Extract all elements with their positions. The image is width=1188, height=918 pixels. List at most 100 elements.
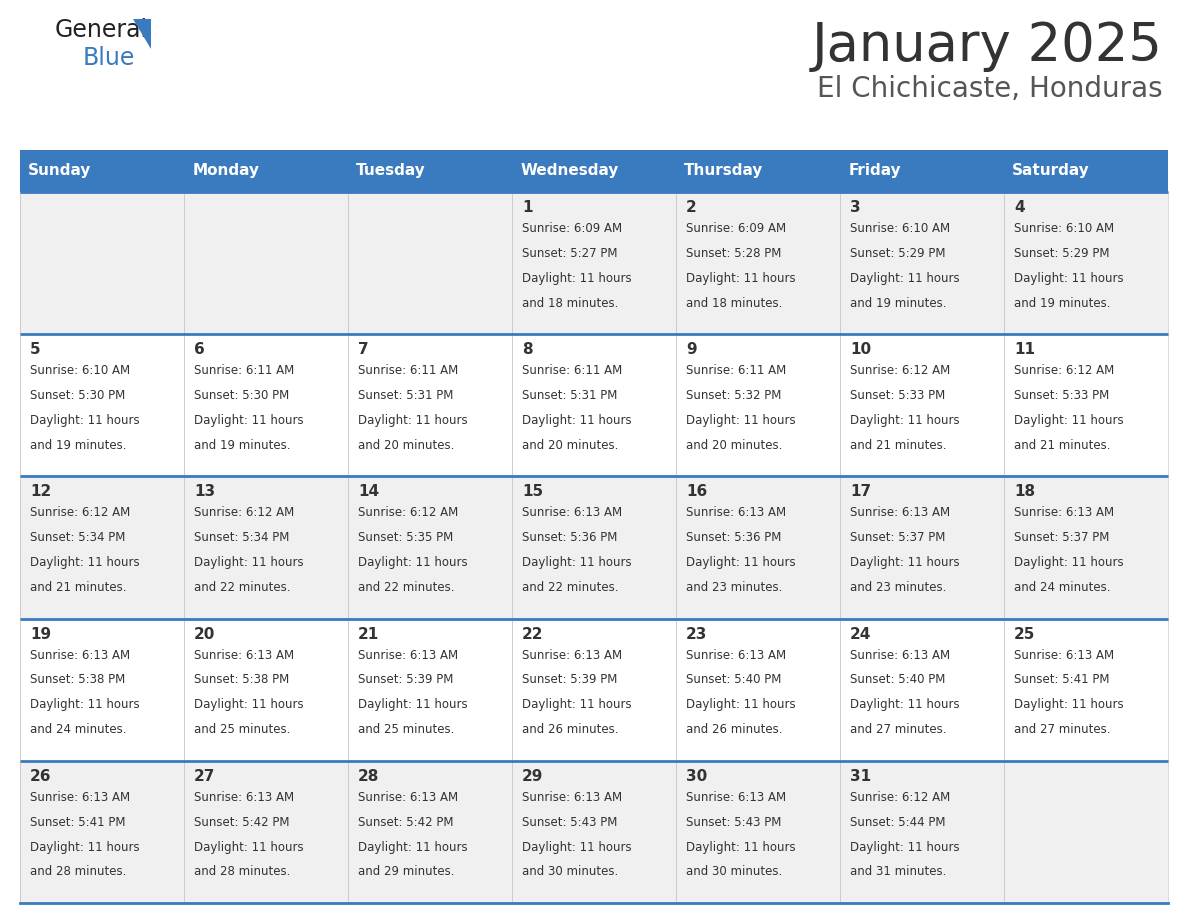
Text: Blue: Blue bbox=[83, 46, 135, 70]
Text: El Chichicaste, Honduras: El Chichicaste, Honduras bbox=[817, 75, 1163, 103]
Text: and 23 minutes.: and 23 minutes. bbox=[685, 581, 782, 594]
Bar bbox=[676, 619, 840, 761]
Text: and 24 minutes.: and 24 minutes. bbox=[30, 723, 126, 736]
Text: Sunset: 5:40 PM: Sunset: 5:40 PM bbox=[849, 674, 946, 687]
Text: Sunrise: 6:10 AM: Sunrise: 6:10 AM bbox=[849, 222, 950, 235]
Text: 22: 22 bbox=[522, 627, 543, 642]
Text: Daylight: 11 hours: Daylight: 11 hours bbox=[194, 556, 303, 569]
Text: Daylight: 11 hours: Daylight: 11 hours bbox=[358, 699, 467, 711]
Text: Sunrise: 6:13 AM: Sunrise: 6:13 AM bbox=[194, 790, 293, 804]
Text: and 27 minutes.: and 27 minutes. bbox=[849, 723, 947, 736]
Text: Sunset: 5:42 PM: Sunset: 5:42 PM bbox=[358, 816, 454, 829]
Text: Daylight: 11 hours: Daylight: 11 hours bbox=[30, 841, 139, 854]
Text: Daylight: 11 hours: Daylight: 11 hours bbox=[30, 414, 139, 427]
Text: Sunset: 5:43 PM: Sunset: 5:43 PM bbox=[685, 816, 782, 829]
Text: Tuesday: Tuesday bbox=[356, 163, 426, 178]
Text: Sunset: 5:41 PM: Sunset: 5:41 PM bbox=[30, 816, 126, 829]
Text: Sunrise: 6:12 AM: Sunrise: 6:12 AM bbox=[849, 790, 950, 804]
Text: Sunrise: 6:13 AM: Sunrise: 6:13 AM bbox=[849, 507, 950, 520]
Bar bbox=[20, 192, 184, 334]
Bar bbox=[1004, 476, 1168, 619]
Text: 20: 20 bbox=[194, 627, 215, 642]
Text: Saturday: Saturday bbox=[1012, 163, 1089, 178]
Bar bbox=[676, 150, 840, 192]
Text: Sunset: 5:38 PM: Sunset: 5:38 PM bbox=[30, 674, 125, 687]
Bar bbox=[20, 150, 184, 192]
Text: Daylight: 11 hours: Daylight: 11 hours bbox=[849, 841, 960, 854]
Text: Sunset: 5:37 PM: Sunset: 5:37 PM bbox=[1013, 532, 1110, 544]
Text: Daylight: 11 hours: Daylight: 11 hours bbox=[685, 272, 796, 285]
Text: 2: 2 bbox=[685, 200, 696, 215]
Text: Daylight: 11 hours: Daylight: 11 hours bbox=[685, 699, 796, 711]
Text: and 19 minutes.: and 19 minutes. bbox=[30, 439, 126, 452]
Text: Daylight: 11 hours: Daylight: 11 hours bbox=[849, 272, 960, 285]
Text: Sunset: 5:41 PM: Sunset: 5:41 PM bbox=[1013, 674, 1110, 687]
Text: Sunrise: 6:12 AM: Sunrise: 6:12 AM bbox=[194, 507, 295, 520]
Text: Sunset: 5:43 PM: Sunset: 5:43 PM bbox=[522, 816, 618, 829]
Text: and 31 minutes.: and 31 minutes. bbox=[849, 866, 946, 879]
Text: Sunset: 5:44 PM: Sunset: 5:44 PM bbox=[849, 816, 946, 829]
Text: 13: 13 bbox=[194, 485, 215, 499]
Bar bbox=[348, 334, 512, 476]
Text: 29: 29 bbox=[522, 768, 543, 784]
Text: 23: 23 bbox=[685, 627, 707, 642]
Bar bbox=[184, 619, 348, 761]
Text: Daylight: 11 hours: Daylight: 11 hours bbox=[1013, 272, 1124, 285]
Bar bbox=[348, 192, 512, 334]
Text: and 29 minutes.: and 29 minutes. bbox=[358, 866, 454, 879]
Text: January 2025: January 2025 bbox=[813, 20, 1163, 72]
Text: and 30 minutes.: and 30 minutes. bbox=[522, 866, 618, 879]
Bar bbox=[512, 476, 676, 619]
Text: Daylight: 11 hours: Daylight: 11 hours bbox=[30, 699, 139, 711]
Bar bbox=[512, 192, 676, 334]
Text: and 20 minutes.: and 20 minutes. bbox=[522, 439, 618, 452]
Bar bbox=[184, 150, 348, 192]
Text: 15: 15 bbox=[522, 485, 543, 499]
Text: Sunrise: 6:13 AM: Sunrise: 6:13 AM bbox=[30, 649, 129, 662]
Text: 7: 7 bbox=[358, 342, 368, 357]
Text: 4: 4 bbox=[1013, 200, 1024, 215]
Text: and 18 minutes.: and 18 minutes. bbox=[685, 297, 782, 309]
Text: Sunrise: 6:11 AM: Sunrise: 6:11 AM bbox=[358, 364, 459, 377]
Text: Sunrise: 6:13 AM: Sunrise: 6:13 AM bbox=[522, 649, 623, 662]
Text: Sunset: 5:27 PM: Sunset: 5:27 PM bbox=[522, 247, 618, 260]
Bar bbox=[840, 761, 1004, 903]
Text: Daylight: 11 hours: Daylight: 11 hours bbox=[685, 414, 796, 427]
Text: 11: 11 bbox=[1013, 342, 1035, 357]
Text: Sunset: 5:40 PM: Sunset: 5:40 PM bbox=[685, 674, 782, 687]
Text: Daylight: 11 hours: Daylight: 11 hours bbox=[849, 556, 960, 569]
Text: Sunset: 5:39 PM: Sunset: 5:39 PM bbox=[522, 674, 618, 687]
Text: and 27 minutes.: and 27 minutes. bbox=[1013, 723, 1111, 736]
Bar bbox=[1004, 619, 1168, 761]
Bar bbox=[512, 619, 676, 761]
Text: and 22 minutes.: and 22 minutes. bbox=[522, 581, 618, 594]
Bar bbox=[184, 334, 348, 476]
Text: and 26 minutes.: and 26 minutes. bbox=[685, 723, 783, 736]
Text: 12: 12 bbox=[30, 485, 51, 499]
Text: and 20 minutes.: and 20 minutes. bbox=[685, 439, 782, 452]
Text: 24: 24 bbox=[849, 627, 871, 642]
Text: Sunrise: 6:11 AM: Sunrise: 6:11 AM bbox=[685, 364, 786, 377]
Text: Sunrise: 6:11 AM: Sunrise: 6:11 AM bbox=[522, 364, 623, 377]
Text: Sunset: 5:34 PM: Sunset: 5:34 PM bbox=[194, 532, 289, 544]
Text: Sunset: 5:34 PM: Sunset: 5:34 PM bbox=[30, 532, 125, 544]
Text: Sunrise: 6:13 AM: Sunrise: 6:13 AM bbox=[685, 790, 786, 804]
Text: 18: 18 bbox=[1013, 485, 1035, 499]
Bar bbox=[840, 334, 1004, 476]
Bar bbox=[676, 334, 840, 476]
Text: and 30 minutes.: and 30 minutes. bbox=[685, 866, 782, 879]
Text: and 19 minutes.: and 19 minutes. bbox=[1013, 297, 1111, 309]
Bar bbox=[184, 761, 348, 903]
Bar bbox=[184, 192, 348, 334]
Text: Sunset: 5:28 PM: Sunset: 5:28 PM bbox=[685, 247, 782, 260]
Text: Sunrise: 6:13 AM: Sunrise: 6:13 AM bbox=[30, 790, 129, 804]
Bar bbox=[840, 150, 1004, 192]
Text: Sunday: Sunday bbox=[29, 163, 91, 178]
Text: Sunrise: 6:13 AM: Sunrise: 6:13 AM bbox=[685, 507, 786, 520]
Text: 17: 17 bbox=[849, 485, 871, 499]
Text: Sunset: 5:30 PM: Sunset: 5:30 PM bbox=[194, 389, 289, 402]
Text: 16: 16 bbox=[685, 485, 707, 499]
Bar bbox=[840, 476, 1004, 619]
Text: Sunset: 5:42 PM: Sunset: 5:42 PM bbox=[194, 816, 290, 829]
Bar bbox=[1004, 192, 1168, 334]
